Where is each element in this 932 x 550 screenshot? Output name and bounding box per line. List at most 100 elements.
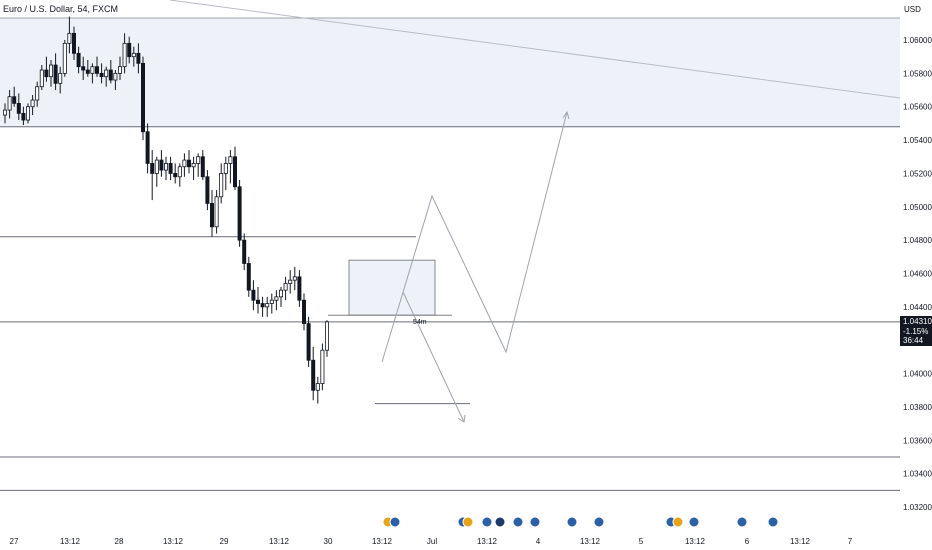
candle-body	[205, 176, 210, 204]
candle-body	[39, 69, 44, 88]
event-flag-icon	[462, 516, 474, 528]
candle-body	[182, 159, 187, 168]
y-tick-label: 1.05400	[903, 136, 932, 145]
y-tick-label: 1.03800	[903, 403, 932, 412]
x-tick-label: 30	[324, 537, 333, 546]
candle-body	[16, 102, 21, 114]
y-axis[interactable]: 1.06000 1.05800 1.05600 1.05400 1.05200 1.050…	[903, 36, 932, 512]
drawing-boxes	[328, 259, 452, 316]
candle-body	[324, 321, 329, 351]
trendline[interactable]	[169, 0, 901, 99]
candle-body	[246, 263, 251, 291]
candle-body	[255, 299, 260, 304]
currency-label: USD	[904, 5, 921, 14]
candle-body	[67, 32, 72, 44]
x-tick-label: 13:12	[790, 537, 811, 546]
x-tick-label: 13:12	[685, 537, 706, 546]
candle-body	[278, 289, 283, 298]
candle-body	[122, 42, 127, 68]
candle-body	[177, 166, 182, 178]
event-flag-icon	[494, 516, 506, 528]
candle-body	[260, 303, 265, 308]
resistance-zone	[0, 18, 900, 127]
candle-body	[301, 299, 306, 324]
last-price-tag: 1.04310 -1.15% 36:44	[900, 316, 932, 346]
candle-body	[90, 66, 95, 74]
box-duration-label: 54m	[413, 319, 427, 326]
event-flag-icon	[688, 516, 700, 528]
y-tick-label: 1.03400	[903, 470, 932, 479]
candle-body	[251, 289, 256, 301]
candle-body	[292, 276, 297, 281]
y-tick-label: 1.03600	[903, 436, 932, 445]
x-tick-label: 13:12	[477, 537, 498, 546]
candle-body	[223, 163, 228, 174]
candle-body	[12, 96, 17, 104]
candle-body	[25, 106, 30, 121]
x-tick-label: 13:12	[163, 537, 184, 546]
chart-title: Euro / U.S. Dollar, 54, FXCM	[3, 4, 119, 14]
y-tick-label: 1.03200	[903, 503, 932, 512]
event-flag-icon	[389, 516, 401, 528]
y-tick-label: 1.05600	[903, 103, 932, 112]
candle-body	[159, 159, 164, 171]
projection-down-path	[402, 291, 465, 423]
x-tick-label: 29	[220, 537, 229, 546]
economic-events-row	[382, 516, 779, 528]
candle-body	[81, 66, 86, 71]
candle-body	[163, 163, 168, 171]
candle-body	[214, 196, 219, 228]
x-axis[interactable]: 27 13:12 28 13:12 29 13:12 30 13:12 Jul 13:12 4 13:…	[10, 537, 853, 546]
candle-body	[274, 296, 279, 301]
event-flag-icon	[672, 516, 684, 528]
event-flag-icon	[593, 516, 605, 528]
event-flag-icon	[767, 516, 779, 528]
candle-body	[85, 69, 90, 74]
candle-body	[21, 112, 26, 121]
candle-body	[186, 159, 191, 168]
x-tick-label: Jul	[427, 537, 437, 546]
candle-body	[76, 52, 81, 68]
candle-body	[7, 96, 12, 111]
candle-body	[35, 86, 40, 101]
candle-body	[237, 186, 242, 241]
x-tick-label: 13:12	[60, 537, 81, 546]
horizontal-levels	[0, 17, 900, 491]
candle-body	[297, 276, 302, 301]
candles	[3, 16, 329, 404]
candle-body	[118, 66, 123, 74]
event-flag-icon	[529, 516, 541, 528]
candle-body	[108, 69, 113, 81]
x-tick-label: 28	[115, 537, 124, 546]
candle-body	[3, 109, 8, 116]
candle-body	[99, 72, 104, 78]
measure-box	[348, 259, 436, 316]
candle-body	[44, 69, 49, 78]
y-tick-label: 1.04600	[903, 270, 932, 279]
candle-body	[265, 303, 270, 308]
projection-up-path	[381, 111, 568, 363]
candle-body	[154, 159, 159, 174]
candle-body	[242, 239, 247, 264]
x-tick-label: 6	[745, 537, 750, 546]
projection-paths	[381, 110, 570, 423]
projection-down-arrowhead	[457, 414, 466, 423]
event-flag-icon	[481, 516, 493, 528]
y-tick-label: 1.04400	[903, 303, 932, 312]
x-tick-label: 13:12	[269, 537, 290, 546]
candle-body	[232, 156, 237, 188]
candle-body	[62, 42, 67, 74]
last-price: 1.04310	[903, 317, 932, 326]
candle-body	[150, 163, 155, 174]
candle-body	[95, 66, 100, 74]
x-tick-label: 13:12	[372, 537, 393, 546]
x-tick-label: 4	[536, 537, 541, 546]
x-tick-label: 27	[10, 537, 19, 546]
bar-countdown: 36:44	[903, 336, 924, 345]
candle-body	[283, 283, 288, 291]
x-tick-label: 7	[848, 537, 853, 546]
candle-body	[49, 64, 54, 78]
candle-body	[72, 32, 77, 54]
candle-body	[53, 64, 58, 84]
